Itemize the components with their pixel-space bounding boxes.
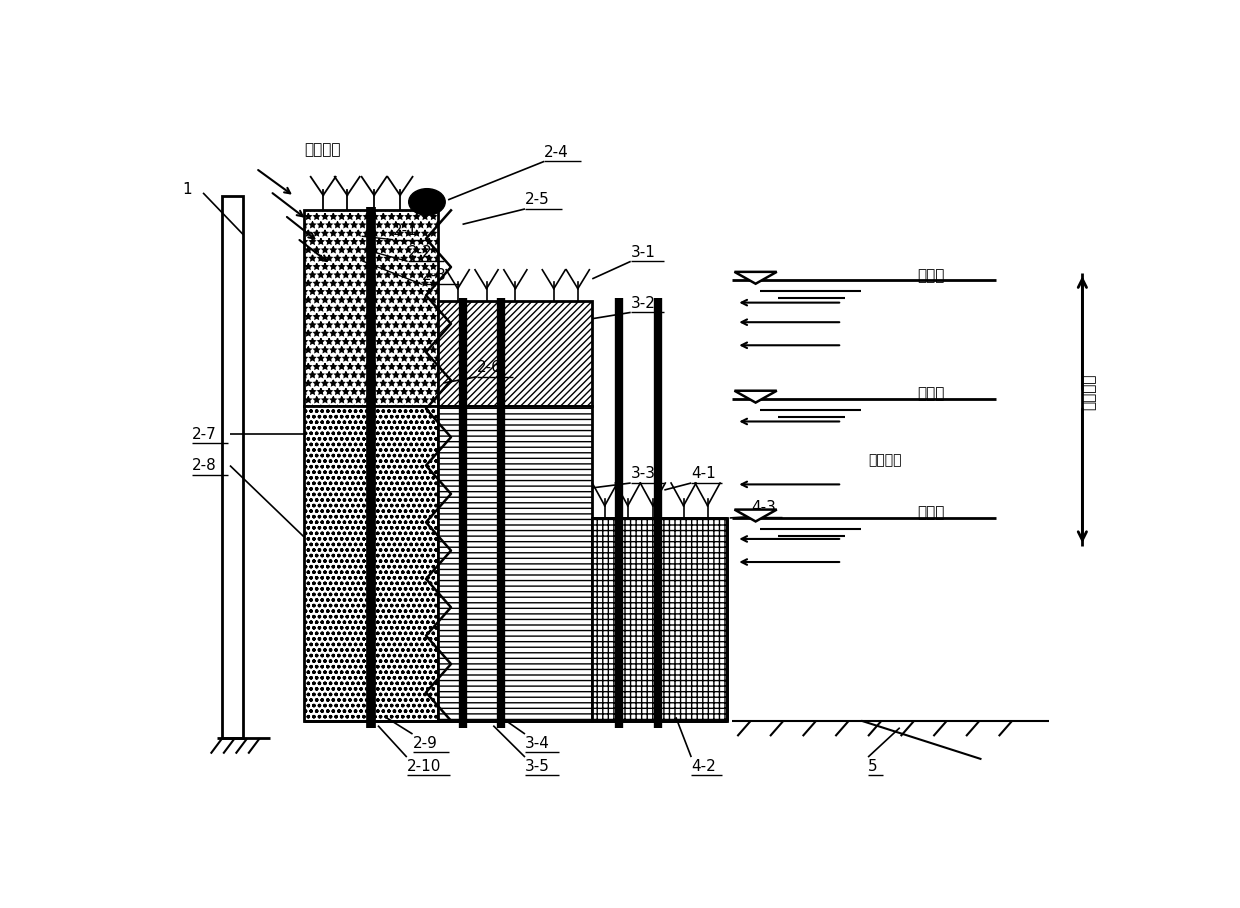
Text: 2-2: 2-2 <box>408 245 433 260</box>
Text: 2-10: 2-10 <box>407 759 441 774</box>
Text: 2-8: 2-8 <box>191 458 216 473</box>
Text: 常水位: 常水位 <box>918 386 945 401</box>
Text: 4-2: 4-2 <box>691 759 715 774</box>
Text: 1: 1 <box>182 182 191 197</box>
Text: 水位变化: 水位变化 <box>1081 374 1096 410</box>
Text: 3-4: 3-4 <box>525 735 549 751</box>
Polygon shape <box>734 509 776 521</box>
Text: 3-3: 3-3 <box>631 467 656 481</box>
Text: 3-2: 3-2 <box>631 296 656 311</box>
Bar <box>304 211 439 406</box>
Text: 2-5: 2-5 <box>525 192 549 207</box>
Text: 3-5: 3-5 <box>525 759 549 774</box>
Text: 地表径流: 地表径流 <box>304 142 341 157</box>
Text: 4-3: 4-3 <box>751 500 776 515</box>
Text: 洪水位: 洪水位 <box>918 268 945 283</box>
Polygon shape <box>734 271 776 283</box>
Text: 2-6: 2-6 <box>477 360 502 375</box>
Text: 水流冲刷: 水流冲刷 <box>868 454 901 468</box>
Text: 2-4: 2-4 <box>544 144 569 160</box>
Text: 枯水位: 枯水位 <box>918 505 945 520</box>
Text: 4-1: 4-1 <box>691 467 715 481</box>
Bar <box>439 406 593 721</box>
Text: 3-1: 3-1 <box>631 245 656 260</box>
Text: 5: 5 <box>868 759 878 774</box>
Bar <box>304 406 439 721</box>
Text: 2-1: 2-1 <box>393 223 418 238</box>
Text: 2-3: 2-3 <box>422 268 448 283</box>
Text: 2-9: 2-9 <box>413 735 438 751</box>
Text: 2-7: 2-7 <box>191 427 216 441</box>
Polygon shape <box>734 390 776 402</box>
Bar <box>593 518 727 721</box>
Circle shape <box>409 189 445 215</box>
Bar <box>222 196 243 738</box>
Bar <box>439 301 593 406</box>
